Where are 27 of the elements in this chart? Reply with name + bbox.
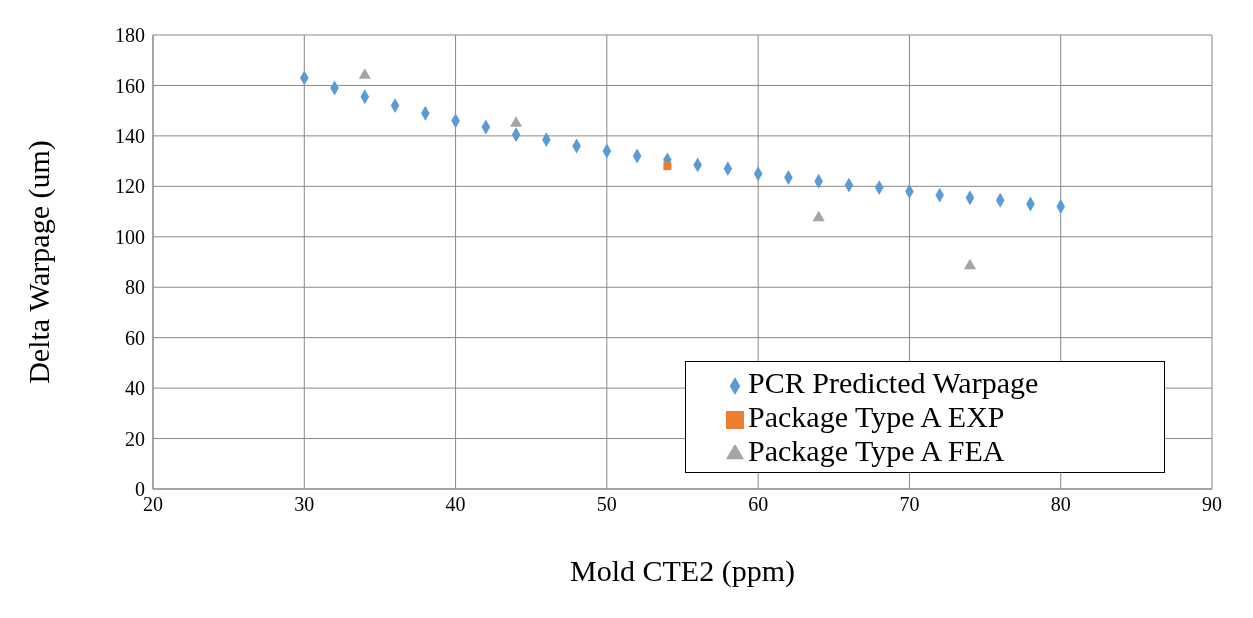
y-tick-label: 20 bbox=[125, 427, 145, 450]
x-tick-label: 40 bbox=[445, 493, 466, 516]
y-tick-label: 120 bbox=[115, 175, 145, 198]
y-tick-label: 180 bbox=[115, 24, 145, 47]
y-tick-label: 140 bbox=[115, 124, 145, 147]
y-tick-label: 80 bbox=[125, 276, 145, 299]
x-tick-label: 20 bbox=[143, 493, 163, 516]
x-tick-label: 70 bbox=[899, 493, 920, 516]
point bbox=[663, 162, 672, 171]
x-tick-label: 90 bbox=[1202, 493, 1222, 516]
x-tick-label: 60 bbox=[748, 493, 769, 516]
x-tick-label: 30 bbox=[294, 493, 315, 516]
y-tick-label: 100 bbox=[115, 225, 145, 248]
legend-label: Package Type A FEA bbox=[748, 434, 1005, 467]
legend-label: Package Type A EXP bbox=[748, 400, 1005, 433]
point bbox=[510, 116, 523, 127]
x-tick-label: 80 bbox=[1050, 493, 1071, 516]
x-tick-label: 50 bbox=[596, 493, 617, 516]
x-axis-title: Mold CTE2 (ppm) bbox=[570, 554, 795, 588]
legend-label: PCR Predicted Warpage bbox=[748, 366, 1039, 399]
point bbox=[812, 210, 825, 222]
y-tick-label: 40 bbox=[125, 377, 145, 400]
y-tick-label: 0 bbox=[135, 478, 145, 501]
y-axis-title: Delta Warpage (um) bbox=[21, 140, 56, 384]
y-tick-label: 60 bbox=[125, 326, 145, 349]
point bbox=[963, 258, 977, 270]
y-tick-label: 160 bbox=[115, 74, 145, 97]
